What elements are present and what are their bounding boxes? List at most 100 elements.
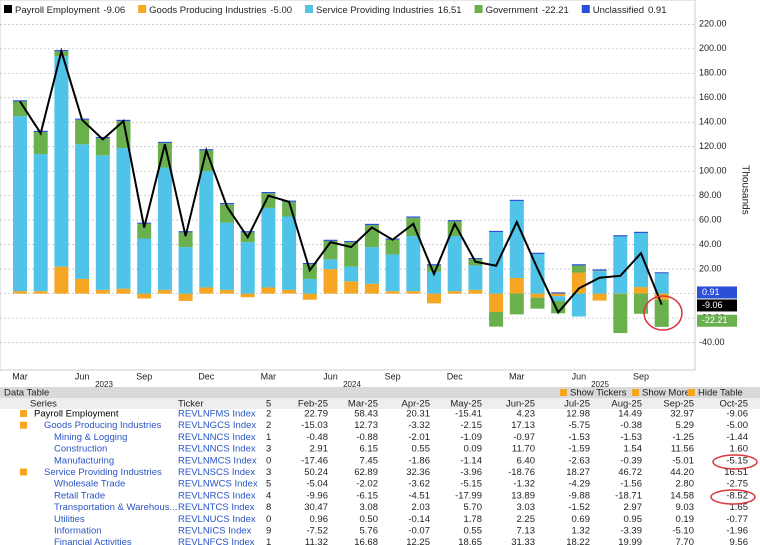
control-icon[interactable] (688, 389, 695, 396)
series-name: Retail Trade (54, 490, 105, 501)
cell: -4.51 (408, 490, 430, 501)
control-icon[interactable] (560, 389, 567, 396)
cell: 4 (266, 490, 271, 501)
x-tick-label: Jun (323, 371, 338, 381)
cell: -0.39 (620, 455, 642, 466)
column-header: Apr-25 (401, 399, 430, 410)
legend-value: 16.51 (438, 5, 462, 16)
legend-label: Service Providing Industries 16.51 (316, 5, 462, 16)
series-name: Information (54, 526, 102, 537)
bar-segment (95, 138, 110, 156)
row-checkbox[interactable] (20, 421, 27, 429)
x-tick-label: Jun (75, 371, 90, 381)
column-header: May-25 (450, 399, 482, 410)
bar-segment (592, 270, 607, 272)
bar-segment (240, 242, 255, 294)
x-tick-label: Dec (198, 371, 215, 381)
bar-segment (261, 287, 276, 294)
cell: -5.01 (672, 455, 694, 466)
bar-segment (427, 265, 441, 272)
cell: 11.70 (512, 444, 535, 455)
bar-segment (489, 232, 504, 294)
bar-segment (592, 269, 607, 271)
cell: 2.80 (676, 479, 695, 490)
cell: 32.36 (406, 467, 430, 478)
legend-swatch (581, 5, 590, 13)
bar-segment (613, 235, 628, 237)
legend-label: Government -22.21 (486, 5, 569, 16)
table-control[interactable]: Show Tickers (570, 388, 627, 399)
x-tick-label: Jun (572, 371, 587, 381)
bar-segment (634, 231, 648, 234)
cell: 12.25 (406, 537, 430, 545)
table-control[interactable]: Hide Table (698, 388, 743, 399)
y-tick-label: 200.00 (699, 43, 727, 53)
value-tag (697, 286, 737, 299)
row-checkbox[interactable] (20, 410, 27, 417)
highlight-circle (643, 295, 683, 331)
bar-segment (220, 222, 234, 290)
bar-segment (489, 230, 504, 233)
cell: 0 (266, 455, 271, 466)
cell: 58.43 (354, 409, 378, 420)
bar-segment (530, 293, 545, 298)
bar-segment (199, 171, 214, 288)
cell: 0.19 (676, 514, 695, 525)
cell: -1.53 (620, 432, 642, 443)
cell: 16.68 (354, 537, 378, 545)
bar-segment (282, 289, 297, 294)
bar-segment (261, 207, 276, 288)
bar-segment (95, 136, 110, 139)
bar-segment (634, 287, 648, 294)
cell: 5.70 (464, 502, 483, 513)
bar-segment (116, 147, 131, 289)
ticker: REVLNFMS Index (178, 409, 256, 420)
table-control[interactable]: Show More (642, 388, 690, 399)
cell: -1.25 (672, 432, 694, 443)
bar-segment (54, 56, 69, 267)
cell: -1.59 (568, 444, 590, 455)
control-icon[interactable] (632, 389, 639, 396)
cell: -8.52 (726, 490, 748, 501)
column-header: Mar-25 (348, 399, 378, 410)
bar-segment (551, 292, 566, 294)
legend-swatch (4, 5, 12, 13)
bar-segment (509, 277, 524, 294)
bar-segment (427, 293, 441, 304)
cell: -0.77 (726, 514, 748, 525)
bar-segment (178, 232, 193, 248)
bar-segment (137, 223, 152, 239)
cell: -17.46 (301, 455, 328, 466)
series-name: Wholesale Trade (54, 479, 125, 490)
value-tag-label: 0.91 (702, 287, 720, 297)
series-name: Payroll Employment (34, 409, 119, 420)
cell: -0.38 (620, 420, 642, 431)
bar-segment (33, 291, 48, 294)
bar-segment (323, 269, 338, 294)
y-tick-label: 80.00 (699, 190, 722, 200)
series-name: Utilities (54, 514, 85, 525)
bar-segment (261, 192, 276, 194)
row-checkbox[interactable] (20, 468, 27, 476)
cell: 9.03 (676, 502, 695, 513)
bar-segment (509, 293, 524, 315)
ticker: REVLNFCS Index (178, 537, 255, 545)
cell: 18.27 (566, 467, 590, 478)
cell: 32.97 (670, 409, 694, 420)
cell: 6.40 (517, 455, 536, 466)
y-tick-label: 60.00 (699, 215, 722, 225)
y-tick-label: 220.00 (699, 19, 727, 29)
bar-segment (489, 311, 504, 327)
x-tick-label: Mar (12, 371, 28, 381)
bar-segment (157, 167, 172, 290)
legend-value: 0.91 (648, 5, 667, 16)
y-tick-label: 140.00 (699, 117, 727, 127)
ticker: REVLNMCS Index (178, 455, 257, 466)
cell: 31.33 (511, 537, 535, 545)
bar-segment (406, 216, 421, 218)
bar-segment (344, 242, 359, 267)
cell: 19.99 (618, 537, 642, 545)
cell: 44.20 (670, 467, 694, 478)
value-tag-label: -9.06 (702, 300, 723, 310)
x-tick-label: Sep (136, 371, 152, 381)
